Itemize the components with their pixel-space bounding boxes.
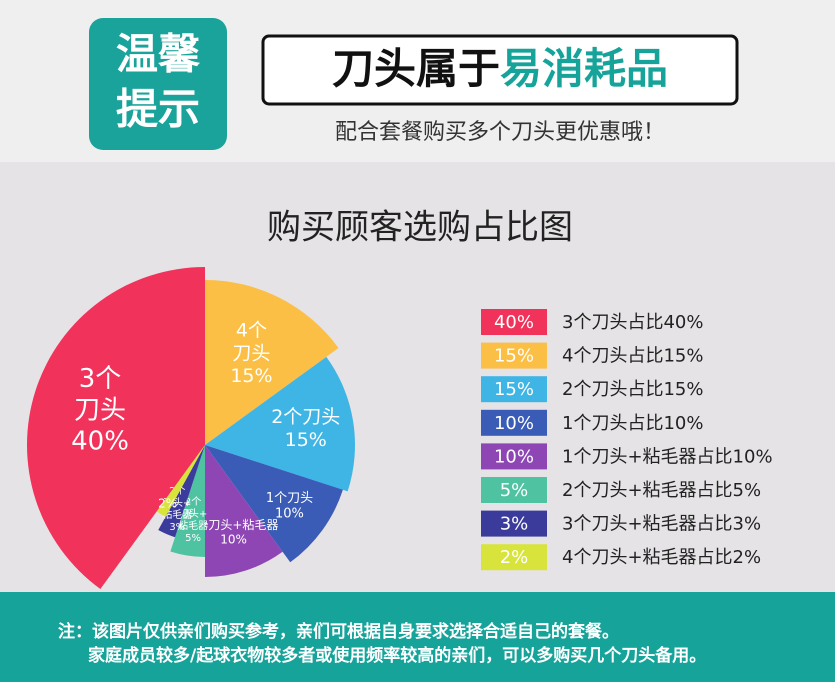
slice-label: 粘毛器 (162, 508, 192, 521)
slice-label: 4个 (236, 320, 267, 342)
legend-value: 15% (494, 346, 534, 367)
headline-highlight: 易消耗品 (500, 44, 668, 93)
slice-label: 2个 (185, 496, 201, 508)
legend-label: 4个刀头+粘毛器占比2% (562, 547, 761, 568)
legend-value: 40% (494, 312, 534, 333)
slice-label: 刀头+ (179, 508, 207, 520)
legend-swatch (481, 342, 547, 369)
headline-box (261, 34, 739, 106)
badge (89, 18, 227, 150)
slice-label: 2个刀头 (271, 406, 340, 428)
legend-label: 4个刀头占比15% (562, 346, 703, 367)
legend-value: 3% (500, 514, 529, 535)
legend-value: 2% (500, 547, 529, 568)
pie-slice (205, 445, 283, 577)
legend-swatch (481, 544, 547, 571)
legend-swatch (481, 309, 547, 335)
slice-label: 1个刀头 (266, 491, 313, 506)
legend-value: 10% (494, 446, 534, 467)
headline: 刀头属于易消耗品 (332, 44, 668, 93)
pie-slice (205, 280, 339, 445)
subline: 配合套餐购买多个刀头更优惠哦！ (335, 120, 665, 145)
slice-label: 粘毛器 (178, 519, 208, 532)
slice-label: 1个刀头+粘毛器 (189, 517, 279, 532)
headline-text: 刀头属于 (332, 44, 500, 93)
legend-swatch (481, 510, 547, 537)
badge-text: 提示 (116, 85, 200, 134)
legend-label: 3个刀头+粘毛器占比3% (562, 514, 761, 535)
legend-swatch (481, 376, 547, 403)
slice-value: 5% (185, 533, 201, 544)
chart-title: 购买顾客选购占比图 (267, 208, 573, 248)
pie-slice (205, 445, 343, 563)
slice-value: 10% (275, 507, 304, 522)
legend-value: 15% (494, 379, 534, 400)
pie-slice (158, 445, 205, 538)
legend-label: 3个刀头占比40% (562, 312, 703, 333)
footer-text: 注：该图片仅供亲们购买参考，亲们可根据自身要求选择合适自己的套餐。 (58, 621, 619, 642)
legend-label: 1个刀头占比10% (562, 413, 703, 434)
pie-slice (156, 445, 205, 517)
legend-swatch (481, 409, 547, 436)
legend-label: 2个刀头+粘毛器占比5% (562, 480, 761, 501)
slice-label: 3个 (79, 364, 122, 394)
pie-slice (205, 356, 356, 492)
footer-text: 家庭成员较多/起球衣物较多者或使用频率较高的亲们，可以多购买几个刀头备用。 (88, 645, 706, 666)
legend-label: 1个刀头+粘毛器占比10% (562, 446, 773, 467)
legend-swatch (481, 443, 547, 470)
slice-value: 40% (71, 427, 129, 457)
slice-label: 刀头 (74, 395, 126, 425)
legend-value: 10% (494, 413, 534, 434)
legend-swatch (481, 477, 547, 503)
pie-slice (170, 445, 205, 558)
slice-value: 2% (158, 496, 177, 510)
slice-value: 3% (169, 522, 185, 533)
slice-value: 15% (285, 429, 327, 451)
footer-bg (0, 592, 835, 682)
pie-slice (27, 267, 205, 590)
badge-text: 温馨 (116, 30, 201, 79)
legend-value: 5% (500, 480, 529, 501)
slice-label: 刀头 (232, 342, 270, 364)
slice-value: 10% (220, 533, 247, 547)
legend-label: 2个刀头占比15% (562, 379, 703, 400)
slice-value: 15% (230, 365, 272, 387)
